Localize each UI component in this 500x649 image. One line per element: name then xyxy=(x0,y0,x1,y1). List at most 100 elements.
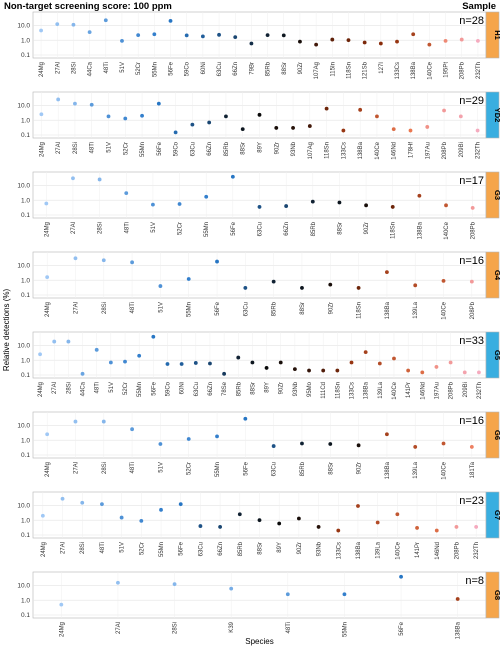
panel-yd2-point-63Cu xyxy=(190,122,195,127)
panel-g5-point-78Se xyxy=(222,371,227,376)
panel-g8-xtick-24Mg: 24Mg xyxy=(59,622,65,637)
panel-h1-xtick-55Mn: 55Mn xyxy=(152,62,158,77)
panel-g8-xtick-48Ti: 48Ti xyxy=(286,622,292,633)
panel-yd2-xtick-232Th: 232Th xyxy=(476,142,482,159)
panel-g7-strip xyxy=(485,491,500,539)
panel-g5-xtick-88Sr: 88Sr xyxy=(250,382,256,395)
panel-g5-xtick-24Mg: 24Mg xyxy=(38,382,44,397)
panel-g8-xtick-27Al: 27Al xyxy=(116,622,122,634)
panel-g4-point-56Fe xyxy=(215,259,219,264)
panel-h1-point-90Zr xyxy=(298,39,302,44)
panel-g6-xtick-138Ba: 138Ba xyxy=(385,461,391,479)
panel-yd2-xtick-89Y: 89Y xyxy=(258,142,264,153)
panel-g6-ytick-0: 0.1 xyxy=(21,452,30,459)
panel-yd2-xtick-107Ag: 107Ag xyxy=(308,142,314,159)
panel-g4-point-48Ti xyxy=(130,260,134,265)
panel-h1-ytick-2: 10.0 xyxy=(17,23,30,30)
panel-g4-point-90Zr xyxy=(328,282,333,287)
panel-h1-point-127I xyxy=(378,41,383,46)
panel-g3-point-28Si xyxy=(97,177,102,182)
panel-h1-xtick-56Fe: 56Fe xyxy=(169,61,175,75)
panel-g3-point-48Ti xyxy=(124,191,129,196)
panel-g6-point-138Ba xyxy=(385,432,389,437)
panel-g4-xtick-51V: 51V xyxy=(158,302,164,313)
panel-yd2-point-56Fe xyxy=(156,101,161,106)
panel-g5-point-139La xyxy=(377,361,382,366)
panel-g4-xtick-139La: 139La xyxy=(413,301,419,318)
panel-g6-point-139La xyxy=(413,445,418,449)
panel-g4-point-118Sn xyxy=(356,286,361,290)
panel-yd2-point-48Ti xyxy=(89,102,94,107)
panel-yd2-point-90Zr xyxy=(274,126,279,130)
panel-g3-xtick-48Ti: 48Ti xyxy=(124,222,130,233)
panel-yd2-point-209Bi xyxy=(458,114,463,119)
panel-h1-point-60Ni xyxy=(200,34,205,39)
panel-g7-ytick-0: 0.1 xyxy=(21,532,30,539)
panel-g7-xtick-88Sr: 88Sr xyxy=(258,542,264,555)
panel-h1-point-51V xyxy=(120,38,124,43)
panel-g5-point-48Ti xyxy=(94,347,99,352)
panel-g5-xtick-56Fe: 56Fe xyxy=(151,381,157,395)
panel-g4-xtick-140Ce: 140Ce xyxy=(442,301,448,319)
panel-h1-xtick-208Pb: 208Pb xyxy=(460,61,466,79)
panel-h1-point-44Ca xyxy=(87,30,92,35)
panel-g4-xtick-24Mg: 24Mg xyxy=(45,302,51,317)
panel-g6-point-181Ta xyxy=(469,445,474,449)
panel-g7-point-66Zn xyxy=(218,525,223,529)
panel-g4-xtick-208Pb: 208Pb xyxy=(470,301,476,319)
panel-g6-point-51V xyxy=(158,442,163,446)
panel-g4-xtick-27Al: 27Al xyxy=(73,302,79,314)
panel-yd2-xtick-66Zn: 66Zn xyxy=(207,142,213,156)
panel-g7-point-138Ba xyxy=(356,504,360,508)
panel-yd2-point-85Rb xyxy=(224,114,228,119)
panel-h1-ytick-0: 0.1 xyxy=(21,52,30,59)
panel-yd2-xtick-133Cs: 133Cs xyxy=(341,142,347,159)
panel-g3-point-85Rb xyxy=(310,199,315,204)
panel-g5-ytick-2: 10.0 xyxy=(17,343,30,350)
panel-h1-point-28Si xyxy=(71,22,76,27)
panel-g3-xtick-51V: 51V xyxy=(151,222,157,233)
panel-g5-point-56Fe xyxy=(151,334,156,339)
panel-g6-xtick-90Zr: 90Zr xyxy=(357,462,363,474)
panel-h1-point-140Ce xyxy=(427,42,432,47)
panel-g5-point-89Y xyxy=(264,366,269,370)
panel-h1-point-66Zn xyxy=(233,35,238,40)
panel-g6-point-90Zr xyxy=(356,443,361,448)
panel-h1-point-52Cr xyxy=(136,33,141,38)
panel-g6-frame xyxy=(32,411,487,459)
panel-g3-xtick-140Ce: 140Ce xyxy=(444,221,450,239)
panel-g7-point-63Cu xyxy=(198,524,203,528)
panel-yd2-xtick-51V: 51V xyxy=(107,142,113,153)
panel-g8-ytick-0: 0.1 xyxy=(21,612,30,619)
panel-g6-point-24Mg xyxy=(45,432,50,437)
panel-g3-point-24Mg xyxy=(44,201,49,206)
panel-g5-strip xyxy=(485,331,500,379)
panel-g5-point-44Ca xyxy=(80,371,85,376)
panel-g3-xtick-138Ba: 138Ba xyxy=(417,221,423,239)
panel-yd2-xtick-90Zr: 90Zr xyxy=(274,142,280,154)
panel-g5-xtick-140Ce: 140Ce xyxy=(392,381,398,399)
panel-g6-xtick-85Rb: 85Rb xyxy=(300,461,306,476)
panel-g5-point-138Ba xyxy=(363,350,368,355)
panel-g5-point-232Th xyxy=(477,370,481,375)
panel-g6-count-label: n=16 xyxy=(459,415,484,427)
panel-g7-xtick-63Cu: 63Cu xyxy=(198,542,204,556)
panel-g5-point-146Nd xyxy=(420,370,425,375)
panel-yd2-xtick-209Bi: 209Bi xyxy=(459,142,465,157)
panel-g6-point-27Al xyxy=(73,419,78,424)
panel-g7-xtick-133Cs: 133Cs xyxy=(336,542,342,559)
panel-h1-xtick-24Mg: 24Mg xyxy=(39,62,45,77)
panel-g5-point-52Cr xyxy=(123,359,127,364)
panel-g6-xtick-139La: 139La xyxy=(413,461,419,478)
panel-h1-point-24Mg xyxy=(39,28,43,33)
panel-g4-point-27Al xyxy=(73,256,78,261)
panel-yd2-xtick-48Ti: 48Ti xyxy=(90,142,96,153)
panel-yd2-point-197Au xyxy=(425,125,430,129)
panel-g7-xtick-146Nd: 146Nd xyxy=(435,542,441,560)
panel-g3-strip-label: G3 xyxy=(493,190,500,200)
panel-h1-xtick-28Si: 28Si xyxy=(71,62,77,74)
panel-g7-xtick-85Rb: 85Rb xyxy=(238,541,244,556)
panel-g5-point-93Nb xyxy=(292,367,297,372)
panel-g4-xtick-118Sn: 118Sn xyxy=(357,302,363,319)
